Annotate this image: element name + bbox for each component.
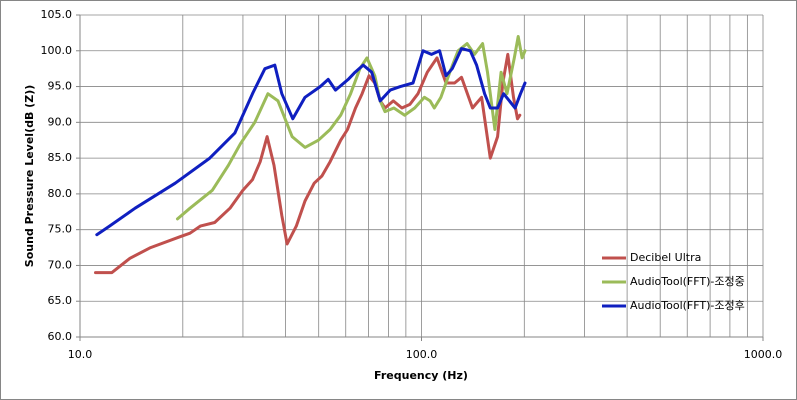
- y-tick-label: 105.0: [41, 8, 73, 21]
- x-tick-label: 10.0: [68, 348, 93, 361]
- y-tick-label: 85.0: [48, 151, 73, 164]
- y-tick-label: 80.0: [48, 187, 73, 200]
- x-tick-label: 100.0: [406, 348, 438, 361]
- y-axis-label: Sound Pressure Level(dB (Z)): [23, 85, 36, 267]
- legend-label: AudioTool(FFT)-조정후: [630, 299, 745, 312]
- y-tick-label: 90.0: [48, 115, 73, 128]
- series-line: [94, 52, 522, 275]
- y-tick-label: 100.0: [41, 44, 73, 57]
- y-tick-label: 70.0: [48, 258, 73, 271]
- x-axis-label: Frequency (Hz): [374, 369, 468, 382]
- y-tick-label: 60.0: [48, 330, 73, 343]
- legend-label: AudioTool(FFT)-조정중: [630, 275, 745, 288]
- x-tick-label: 1000.0: [744, 348, 783, 361]
- series-line: [176, 35, 527, 221]
- y-tick-label: 95.0: [48, 80, 73, 93]
- y-tick-label: 65.0: [48, 294, 73, 307]
- legend-label: Decibel Ultra: [630, 251, 701, 264]
- y-tick-label: 75.0: [48, 223, 73, 236]
- series-line: [95, 47, 527, 237]
